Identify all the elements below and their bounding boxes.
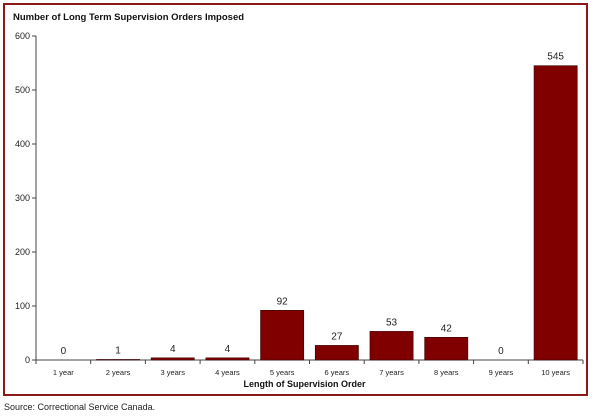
bar (314, 345, 359, 361)
category-label: 3 years (160, 368, 185, 377)
y-tick-label: 200 (15, 247, 30, 257)
data-label: 1 (115, 345, 121, 356)
y-tick-label: 400 (15, 139, 30, 149)
data-label: 4 (225, 344, 231, 355)
category-label: 7 years (379, 368, 404, 377)
source-note: Source: Correctional Service Canada. (4, 402, 156, 412)
data-label: 545 (547, 52, 564, 63)
bar (96, 359, 140, 361)
bar (369, 331, 414, 361)
bar (533, 65, 578, 361)
category-label: 6 years (325, 368, 350, 377)
bar (205, 357, 250, 361)
chart-title: Number of Long Term Supervision Orders I… (13, 12, 245, 23)
y-tick-label: 300 (15, 193, 30, 203)
bar (150, 357, 195, 361)
category-label: 5 years (270, 368, 295, 377)
category-label: 10 years (541, 368, 570, 377)
category-label: 1 year (53, 368, 74, 377)
y-tick-label: 0 (25, 355, 30, 365)
bar (260, 310, 305, 361)
y-tick-label: 100 (15, 301, 30, 311)
category-label: 4 years (215, 368, 240, 377)
bar (424, 337, 469, 361)
data-label: 53 (386, 317, 398, 328)
y-tick-label: 600 (15, 31, 30, 41)
data-label: 92 (277, 296, 289, 307)
data-label: 42 (441, 323, 453, 334)
category-label: 2 years (106, 368, 131, 377)
data-label: 27 (331, 331, 343, 342)
category-label: 8 years (434, 368, 459, 377)
data-label: 4 (170, 344, 176, 355)
x-axis-title: Length of Supervision Order (243, 379, 366, 389)
data-label: 0 (498, 346, 504, 357)
category-label: 9 years (489, 368, 514, 377)
data-label: 0 (61, 346, 67, 357)
y-tick-label: 500 (15, 85, 30, 95)
